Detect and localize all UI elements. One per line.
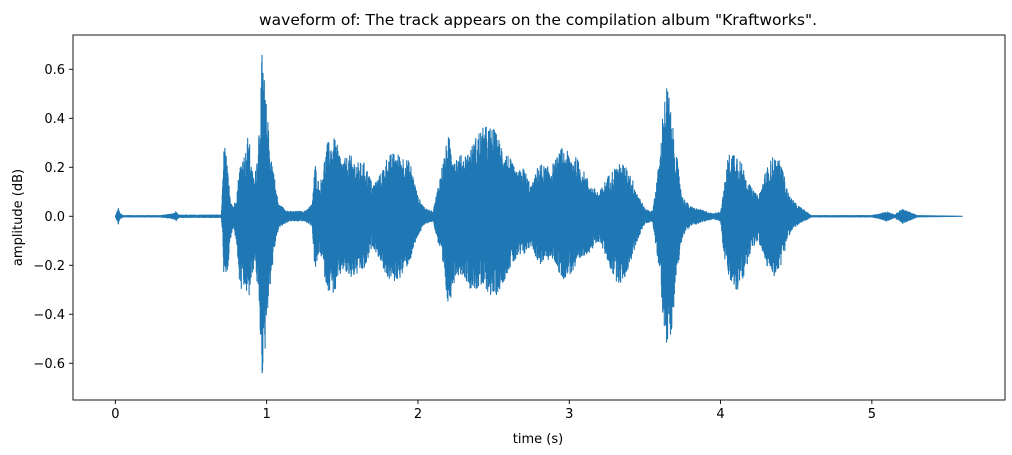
x-tick-label: 2 [414, 407, 422, 422]
y-tick-label: 0.0 [44, 210, 65, 225]
x-tick-label: 1 [263, 407, 271, 422]
y-tick-label: 0.4 [44, 112, 65, 127]
x-tick-label: 5 [868, 407, 876, 422]
x-tick-label: 3 [565, 407, 573, 422]
y-tick-label: −0.6 [33, 357, 65, 372]
x-tick-label: 0 [111, 407, 119, 422]
y-tick-label: 0.2 [44, 161, 65, 176]
chart-title: waveform of: The track appears on the co… [259, 11, 817, 29]
waveform-line [114, 54, 964, 374]
y-tick-label: −0.4 [33, 308, 65, 323]
x-tick-label: 4 [716, 407, 724, 422]
axes-frame [72, 34, 1006, 401]
y-axis-label: amplitude (dB) [11, 169, 26, 266]
y-tick-label: −0.2 [33, 259, 65, 274]
waveform-series [114, 54, 964, 374]
x-axis-ticks: 0 1 2 3 4 5 [111, 400, 876, 422]
x-axis-label: time (s) [513, 432, 563, 447]
y-tick-label: 0.6 [44, 63, 65, 78]
y-axis-ticks: 0.6 0.4 0.2 0.0 −0.2 −0.4 −0.6 [33, 63, 73, 372]
